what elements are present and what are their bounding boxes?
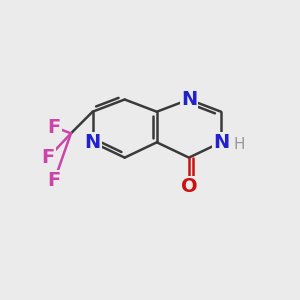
Text: N: N bbox=[213, 133, 229, 152]
Text: O: O bbox=[181, 177, 197, 196]
Text: N: N bbox=[84, 133, 101, 152]
Text: H: H bbox=[234, 137, 245, 152]
Text: F: F bbox=[48, 171, 61, 190]
Text: N: N bbox=[181, 90, 197, 109]
Text: F: F bbox=[42, 148, 55, 167]
Text: F: F bbox=[48, 118, 61, 136]
